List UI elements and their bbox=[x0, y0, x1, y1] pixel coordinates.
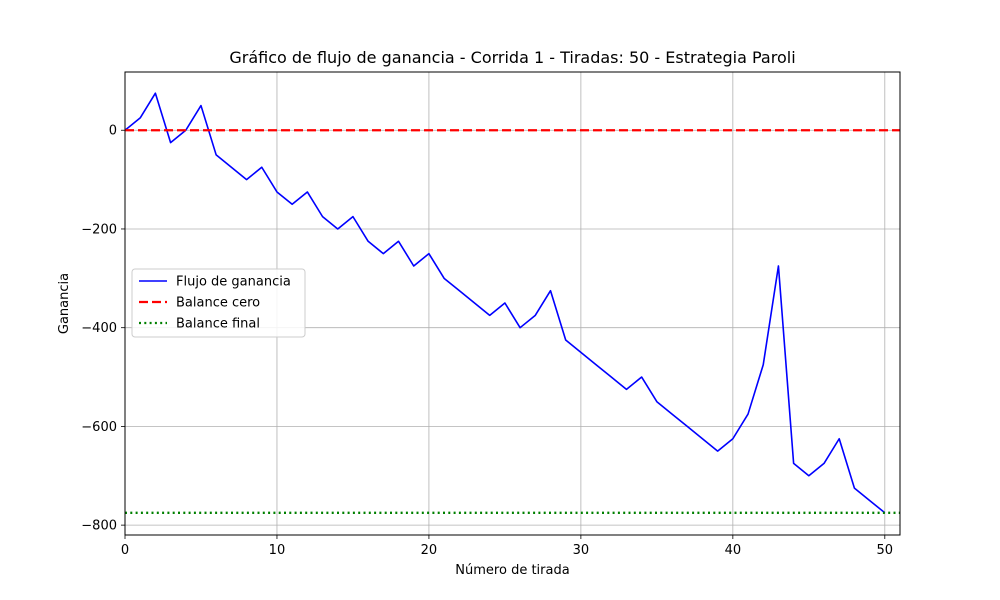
x-axis-label: Número de tirada bbox=[455, 563, 569, 578]
x-tick-label: 50 bbox=[877, 543, 894, 558]
x-axis-ticks: 0 10 20 30 40 50 bbox=[121, 535, 893, 558]
y-tick-label: −200 bbox=[81, 222, 117, 237]
y-axis-ticks: −800 −600 −400 −200 0 bbox=[81, 124, 125, 534]
legend-label-3: Balance final bbox=[176, 317, 260, 332]
y-tick-label: −400 bbox=[81, 321, 117, 336]
x-tick-label: 30 bbox=[573, 543, 590, 558]
legend-label-1: Flujo de ganancia bbox=[176, 275, 291, 290]
x-tick-label: 10 bbox=[269, 543, 286, 558]
grid bbox=[124, 72, 900, 535]
x-tick-label: 20 bbox=[421, 543, 438, 558]
series-lines bbox=[124, 92, 900, 514]
legend-box bbox=[131, 268, 306, 338]
y-tick-label: −800 bbox=[81, 519, 117, 534]
series-line-1 bbox=[124, 92, 886, 514]
y-tick-label: 0 bbox=[109, 124, 117, 139]
plot-frame bbox=[124, 71, 901, 536]
x-tick-label: 0 bbox=[121, 543, 129, 558]
x-tick-label: 40 bbox=[725, 543, 742, 558]
y-axis-label: Ganancia bbox=[57, 273, 72, 334]
legend-label-2: Balance cero bbox=[176, 296, 260, 311]
chart-title: Gráfico de flujo de ganancia - Corrida 1… bbox=[229, 48, 795, 67]
y-tick-label: −600 bbox=[81, 420, 117, 435]
legend: Flujo de ganancia Balance cero Balance fin… bbox=[131, 268, 306, 338]
